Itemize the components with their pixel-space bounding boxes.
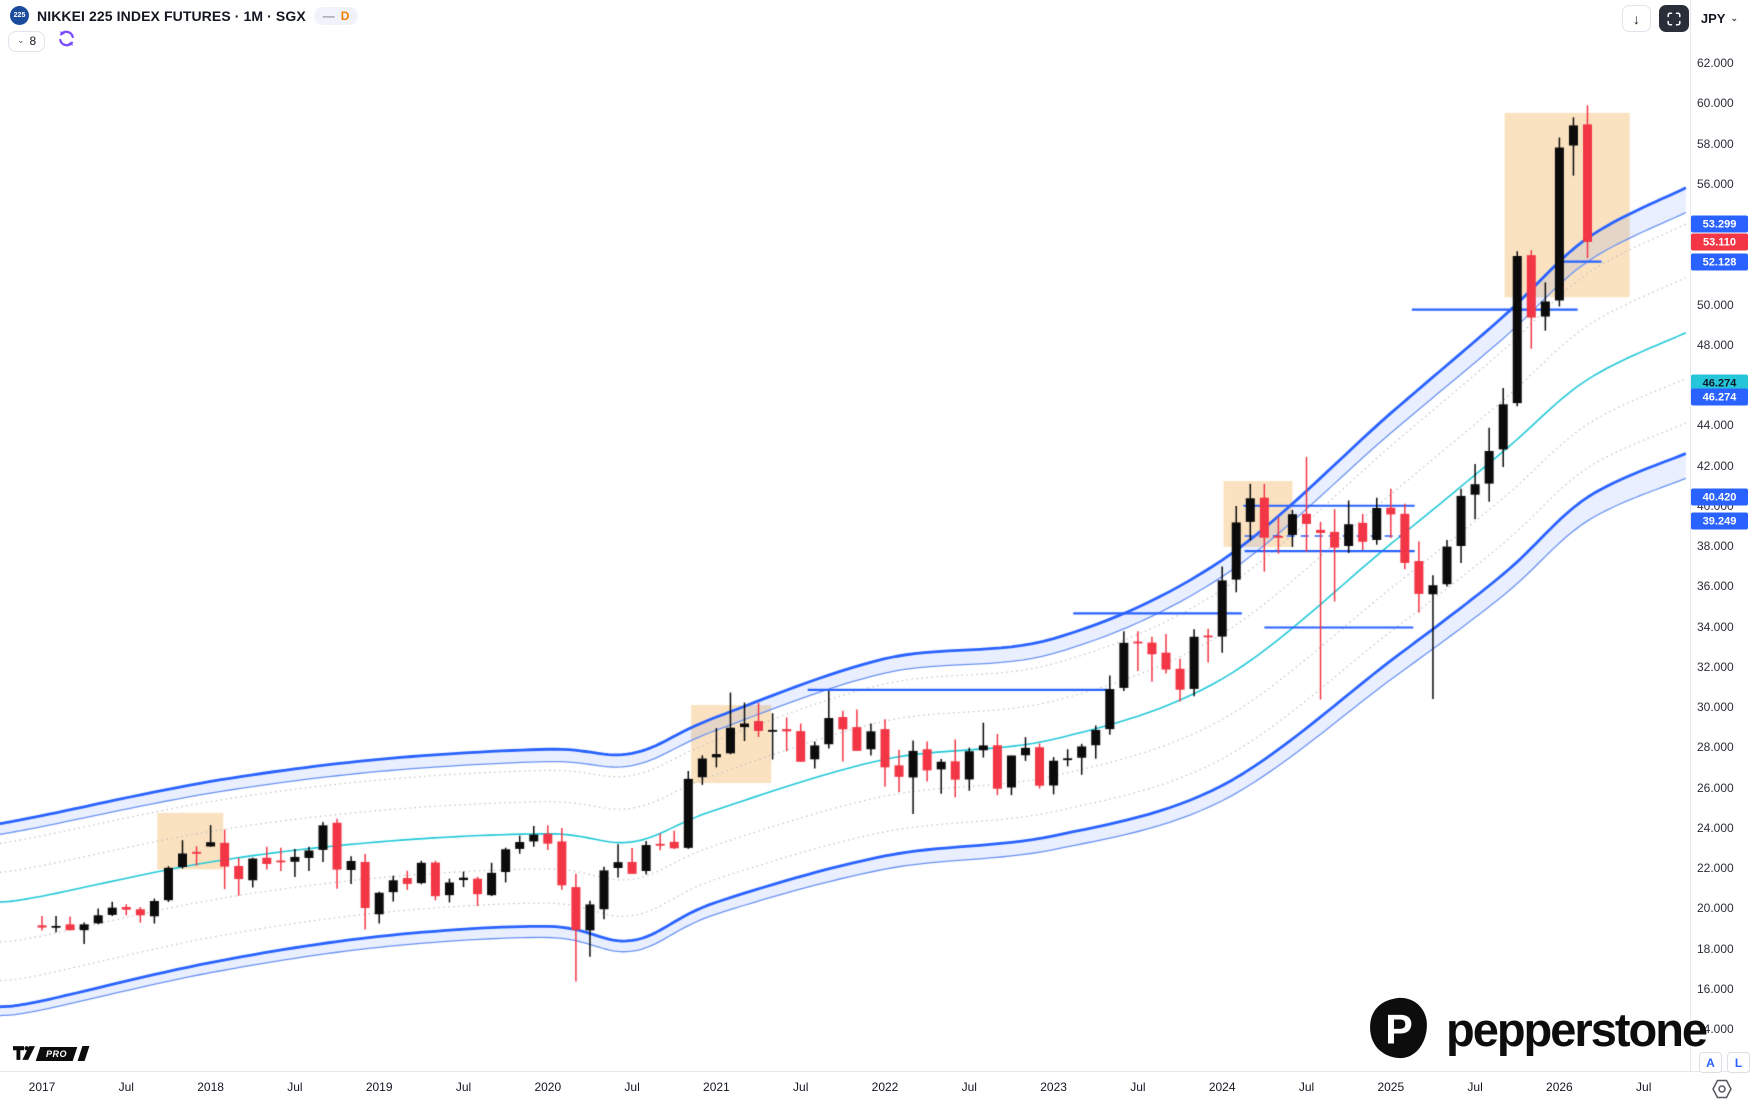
- price-axis-separator: [1690, 0, 1691, 1071]
- x-axis-tick: Jul: [624, 1080, 640, 1094]
- x-axis-tick: 2020: [534, 1080, 562, 1094]
- price-label-badge: 53.110: [1691, 233, 1748, 251]
- currency-dropdown[interactable]: JPY ⌄: [1697, 9, 1742, 28]
- refresh-icon[interactable]: [57, 29, 76, 53]
- x-axis-tick: Jul: [1467, 1080, 1483, 1094]
- y-axis-tick: 58.000: [1697, 136, 1734, 151]
- bars-count-dropdown[interactable]: ⌄ 8: [8, 30, 46, 52]
- download-button[interactable]: ↓: [1621, 5, 1651, 32]
- arrow-down-icon: ↓: [1632, 10, 1640, 27]
- screenshot-button[interactable]: [1658, 5, 1689, 32]
- x-axis-tick: Jul: [793, 1080, 809, 1094]
- log-scale-button[interactable]: L: [1727, 1052, 1750, 1073]
- y-axis-tick: 28.000: [1697, 740, 1734, 755]
- x-axis-tick: 2021: [703, 1080, 730, 1094]
- top-right-controls: ↓ JPY ⌄: [1621, 5, 1742, 32]
- x-axis-tick: Jul: [455, 1080, 472, 1094]
- interval-pill[interactable]: — D: [313, 6, 359, 25]
- y-axis-tick: 48.000: [1697, 337, 1734, 352]
- frame-icon: [1667, 11, 1681, 26]
- x-axis-tick: 2026: [1546, 1080, 1573, 1094]
- tradingview-mark-icon: [13, 1046, 35, 1060]
- time-axis-separator: [0, 1071, 1750, 1072]
- pepperstone-mark-icon: P: [1370, 997, 1427, 1059]
- x-axis-tick: 2023: [1040, 1080, 1067, 1094]
- svg-text:P: P: [1385, 1006, 1413, 1052]
- symbol-title[interactable]: NIKKEI 225 INDEX FUTURES · 1M · SGX: [37, 7, 306, 24]
- x-axis-tick: 2018: [197, 1080, 224, 1094]
- price-label-badge: 53.299: [1691, 215, 1748, 233]
- y-axis-tick: 32.000: [1697, 659, 1734, 674]
- y-axis-tick: 16.000: [1697, 981, 1734, 996]
- y-axis-tick: 50.000: [1697, 297, 1734, 312]
- y-axis-tick: 36.000: [1697, 579, 1734, 594]
- symbol-logo-badge[interactable]: 225: [10, 6, 29, 25]
- price-label-badge: 39.249: [1691, 512, 1748, 530]
- y-axis-tick: 34.000: [1697, 619, 1734, 634]
- pepperstone-wordmark: pepperstone: [1446, 1002, 1708, 1056]
- x-axis-tick: Jul: [118, 1080, 134, 1094]
- tradingview-logo[interactable]: PRO: [13, 1046, 90, 1061]
- currency-value: JPY: [1700, 11, 1726, 26]
- auto-scale-button[interactable]: A: [1699, 1052, 1722, 1073]
- secondary-toolbar: ⌄ 8: [8, 29, 76, 53]
- chart-settings-button[interactable]: [1711, 1079, 1733, 1104]
- price-label-badge: 52.128: [1691, 253, 1748, 271]
- y-axis-tick: 42.000: [1697, 458, 1734, 473]
- x-axis-tick: Jul: [1130, 1080, 1146, 1094]
- x-axis-tick: Jul: [961, 1080, 977, 1094]
- symbol-toolbar: 225 NIKKEI 225 INDEX FUTURES · 1M · SGX …: [10, 6, 359, 25]
- settings-hexagon-icon: [1712, 1079, 1732, 1099]
- x-axis-tick: 2019: [365, 1080, 393, 1094]
- price-label-badge: 46.274: [1691, 374, 1748, 392]
- minus-icon: —: [322, 8, 335, 23]
- y-axis-tick: 44.000: [1697, 418, 1734, 433]
- y-axis-tick: 22.000: [1697, 861, 1734, 875]
- x-axis-tick: 2025: [1377, 1080, 1405, 1094]
- x-axis-tick: 2024: [1208, 1080, 1236, 1094]
- x-axis-tick: 2022: [871, 1080, 899, 1094]
- y-axis-tick: 38.000: [1697, 539, 1734, 553]
- y-axis-tick: 56.000: [1697, 176, 1734, 191]
- y-axis-tick: 20.000: [1697, 901, 1734, 916]
- x-axis-tick: 2017: [28, 1080, 56, 1094]
- y-axis-tick: 60.000: [1697, 96, 1734, 111]
- pro-badge: PRO: [35, 1046, 78, 1061]
- y-axis-tick: 30.000: [1697, 700, 1734, 714]
- y-axis-tick: 62.000: [1697, 56, 1734, 70]
- y-axis-tick: 24.000: [1697, 820, 1734, 835]
- price-label-badge: 46.274: [1691, 388, 1748, 406]
- chevron-down-icon: ⌄: [17, 35, 25, 45]
- x-axis-tick: Jul: [1298, 1080, 1315, 1094]
- bars-count-value: 8: [29, 33, 37, 48]
- daily-interval-label: D: [340, 8, 350, 23]
- axis-mode-buttons: A L: [1699, 1052, 1750, 1073]
- x-axis-tick: Jul: [287, 1080, 303, 1094]
- chevron-down-icon: ⌄: [1730, 13, 1738, 23]
- y-axis-tick: 14.000: [1697, 1022, 1734, 1036]
- y-axis-tick: 26.000: [1697, 780, 1734, 795]
- x-axis-tick: Jul: [1636, 1080, 1652, 1094]
- pepperstone-logo: P pepperstone: [1366, 996, 1708, 1062]
- y-axis-tick: 18.000: [1697, 941, 1734, 956]
- price-label-badge: 40.420: [1691, 488, 1748, 506]
